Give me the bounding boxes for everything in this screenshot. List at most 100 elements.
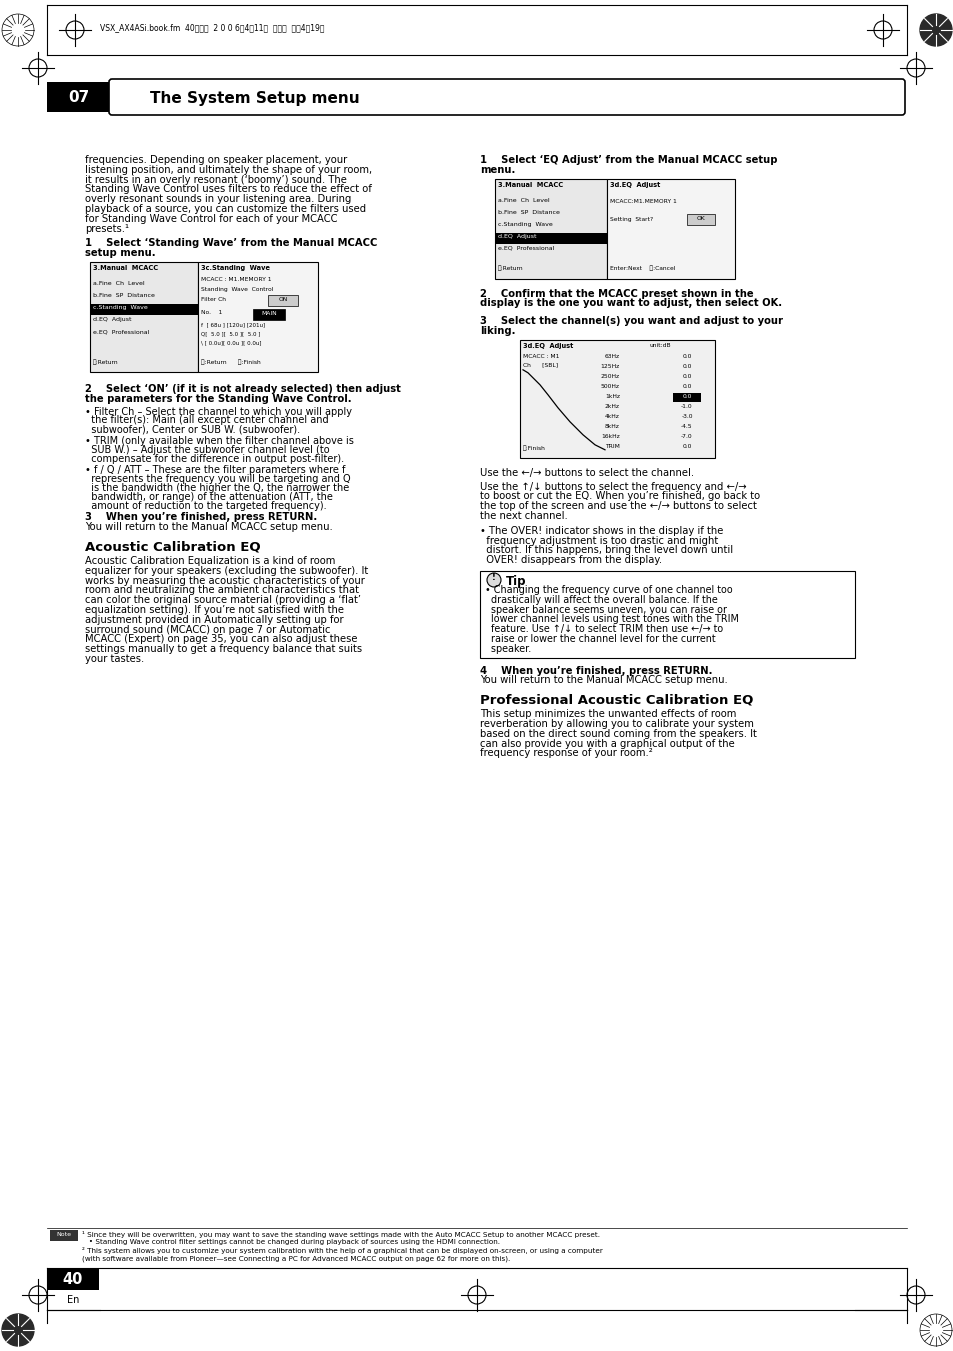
Text: ␓:Return: ␓:Return <box>497 266 523 272</box>
Text: b.Fine  SP  Distance: b.Fine SP Distance <box>92 293 154 299</box>
Text: Use the ↑/↓ buttons to select the frequency and ←/→: Use the ↑/↓ buttons to select the freque… <box>479 481 746 492</box>
Text: • The OVER! indicator shows in the display if the: • The OVER! indicator shows in the displ… <box>479 526 722 536</box>
Text: 3    Select the channel(s) you want and adjust to your: 3 Select the channel(s) you want and adj… <box>479 316 782 326</box>
Text: \ [ 0.0u][ 0.0u ][ 0.0u]: \ [ 0.0u][ 0.0u ][ 0.0u] <box>201 340 261 345</box>
Text: works by measuring the acoustic characteristics of your: works by measuring the acoustic characte… <box>85 576 364 586</box>
Text: En: En <box>67 1296 79 1305</box>
Text: 3.Manual  MCACC: 3.Manual MCACC <box>497 181 562 188</box>
Text: distort. If this happens, bring the level down until: distort. If this happens, bring the leve… <box>479 546 732 555</box>
Text: 2    Select ‘ON’ (if it is not already selected) then adjust: 2 Select ‘ON’ (if it is not already sele… <box>85 384 400 394</box>
Text: amount of reduction to the targeted frequency).: amount of reduction to the targeted freq… <box>85 501 326 511</box>
Text: 4kHz: 4kHz <box>604 413 619 419</box>
Text: the parameters for the Standing Wave Control.: the parameters for the Standing Wave Con… <box>85 393 352 404</box>
Text: Use the ←/→ buttons to select the channel.: Use the ←/→ buttons to select the channe… <box>479 467 694 478</box>
Text: • TRIM (only available when the filter channel above is: • TRIM (only available when the filter c… <box>85 436 354 446</box>
Bar <box>479 571 854 658</box>
Text: raise or lower the channel level for the current: raise or lower the channel level for the… <box>484 634 715 644</box>
Text: 1kHz: 1kHz <box>604 393 619 399</box>
Text: presets.¹: presets.¹ <box>85 224 129 234</box>
Text: Standing Wave Control uses filters to reduce the effect of: Standing Wave Control uses filters to re… <box>85 184 372 195</box>
Text: playback of a source, you can customize the filters used: playback of a source, you can customize … <box>85 204 366 213</box>
Text: can color the original source material (providing a ‘flat’: can color the original source material (… <box>85 596 360 605</box>
Text: overly resonant sounds in your listening area. During: overly resonant sounds in your listening… <box>85 195 351 204</box>
Text: lower channel levels using test tones with the TRIM: lower channel levels using test tones wi… <box>484 615 739 624</box>
Text: -4.5: -4.5 <box>680 424 692 428</box>
Text: 3d.EQ  Adjust: 3d.EQ Adjust <box>522 343 573 349</box>
Text: 1    Select ‘Standing Wave’ from the Manual MCACC: 1 Select ‘Standing Wave’ from the Manual… <box>85 238 377 249</box>
Text: SUB W.) – Adjust the subwoofer channel level (to: SUB W.) – Adjust the subwoofer channel l… <box>85 444 330 455</box>
Text: Filter Ch: Filter Ch <box>201 297 226 303</box>
Text: speaker balance seems uneven, you can raise or: speaker balance seems uneven, you can ra… <box>484 605 726 615</box>
Text: a.Fine  Ch  Level: a.Fine Ch Level <box>497 197 549 203</box>
Text: the top of the screen and use the ←/→ buttons to select: the top of the screen and use the ←/→ bu… <box>479 501 756 511</box>
Text: it results in an overly resonant (‘boomy’) sound. The: it results in an overly resonant (‘boomy… <box>85 174 347 185</box>
Text: 1    Select ‘EQ Adjust’ from the Manual MCACC setup: 1 Select ‘EQ Adjust’ from the Manual MCA… <box>479 155 777 165</box>
Text: MCACC : M1.MEMORY 1: MCACC : M1.MEMORY 1 <box>201 277 272 282</box>
Text: • Changing the frequency curve of one channel too: • Changing the frequency curve of one ch… <box>484 585 732 594</box>
Text: for Standing Wave Control for each of your MCACC: for Standing Wave Control for each of yo… <box>85 213 337 224</box>
Text: ¹ Since they will be overwritten, you may want to save the standing wave setting: ¹ Since they will be overwritten, you ma… <box>82 1231 599 1238</box>
Bar <box>47 82 112 112</box>
Text: 125Hz: 125Hz <box>600 363 619 369</box>
Text: 3c.Standing  Wave: 3c.Standing Wave <box>201 265 270 272</box>
Circle shape <box>2 1315 34 1346</box>
Text: subwoofer), Center or SUB W. (subwoofer).: subwoofer), Center or SUB W. (subwoofer)… <box>85 424 300 434</box>
Text: 0.0: 0.0 <box>681 374 691 378</box>
Text: TRIM: TRIM <box>604 443 619 449</box>
Text: !: ! <box>492 574 496 582</box>
Text: Ch      [SBL]: Ch [SBL] <box>522 363 558 367</box>
Text: Professional Acoustic Calibration EQ: Professional Acoustic Calibration EQ <box>479 693 753 707</box>
Text: frequency adjustment is too drastic and might: frequency adjustment is too drastic and … <box>479 535 718 546</box>
Text: MCACC (Expert) on page 35, you can also adjust these: MCACC (Expert) on page 35, you can also … <box>85 635 357 644</box>
Text: adjustment provided in Automatically setting up for: adjustment provided in Automatically set… <box>85 615 343 626</box>
Circle shape <box>486 573 500 586</box>
Text: 250Hz: 250Hz <box>600 374 619 378</box>
Text: equalization setting). If you’re not satisfied with the: equalization setting). If you’re not sat… <box>85 605 344 615</box>
Text: 8kHz: 8kHz <box>604 424 619 428</box>
Text: 3d.EQ  Adjust: 3d.EQ Adjust <box>609 181 659 188</box>
Text: 0.0: 0.0 <box>681 393 691 399</box>
Text: d.EQ  Adjust: d.EQ Adjust <box>92 317 132 322</box>
Bar <box>686 213 714 224</box>
Text: MCACC:M1.MEMORY 1: MCACC:M1.MEMORY 1 <box>609 199 677 204</box>
Text: Note: Note <box>56 1232 71 1238</box>
Text: VSX_AX4ASi.book.fm  40ページ  2 0 0 6年4月11日  火曜日  午後4時19分: VSX_AX4ASi.book.fm 40ページ 2 0 0 6年4月11日 火… <box>100 23 324 32</box>
Text: Acoustic Calibration EQ: Acoustic Calibration EQ <box>85 540 260 553</box>
Text: 3    When you’re finished, press RETURN.: 3 When you’re finished, press RETURN. <box>85 512 317 523</box>
Text: compensate for the difference in output post-filter).: compensate for the difference in output … <box>85 454 344 463</box>
Text: (with software available from Pioneer—see Connecting a PC for Advanced MCACC out: (with software available from Pioneer—se… <box>82 1255 510 1262</box>
Text: This setup minimizes the unwanted effects of room: This setup minimizes the unwanted effect… <box>479 709 736 719</box>
Text: setup menu.: setup menu. <box>85 249 155 258</box>
Text: e.EQ  Professional: e.EQ Professional <box>92 330 150 334</box>
Text: c.Standing  Wave: c.Standing Wave <box>497 222 552 227</box>
Text: OK: OK <box>696 216 704 220</box>
Text: • Standing Wave control filter settings cannot be changed during playback of sou: • Standing Wave control filter settings … <box>82 1239 499 1246</box>
Text: to boost or cut the EQ. When you’re finished, go back to: to boost or cut the EQ. When you’re fini… <box>479 492 760 501</box>
Text: 0.0: 0.0 <box>681 384 691 389</box>
Text: ² This system allows you to customize your system calibration with the help of a: ² This system allows you to customize yo… <box>82 1247 602 1254</box>
Text: No.    1: No. 1 <box>201 309 222 315</box>
Text: ␓:Finish: ␓:Finish <box>522 446 545 451</box>
Text: settings manually to get a frequency balance that suits: settings manually to get a frequency bal… <box>85 644 362 654</box>
Text: • Filter Ch – Select the channel to which you will apply: • Filter Ch – Select the channel to whic… <box>85 407 352 416</box>
Text: display is the one you want to adjust, then select OK.: display is the one you want to adjust, t… <box>479 299 781 308</box>
Text: Setting  Start?: Setting Start? <box>609 216 653 222</box>
Text: 63Hz: 63Hz <box>604 354 619 359</box>
Text: is the bandwidth (the higher the Q, the narrower the: is the bandwidth (the higher the Q, the … <box>85 484 349 493</box>
Text: can also provide you with a graphical output of the: can also provide you with a graphical ou… <box>479 739 734 748</box>
Bar <box>198 262 317 372</box>
Text: 0.0: 0.0 <box>681 443 691 449</box>
Text: Tip: Tip <box>505 576 526 588</box>
Text: ␓:Return      ␓:Finish: ␓:Return ␓:Finish <box>201 359 260 365</box>
Text: 0.0: 0.0 <box>681 354 691 359</box>
Text: menu.: menu. <box>479 165 515 174</box>
Text: d.EQ  Adjust: d.EQ Adjust <box>497 234 536 239</box>
Text: feature. Use ↑/↓ to select TRIM then use ←/→ to: feature. Use ↑/↓ to select TRIM then use… <box>484 624 722 634</box>
Bar <box>47 1269 99 1290</box>
Bar <box>495 178 606 278</box>
Bar <box>606 178 734 278</box>
Text: e.EQ  Professional: e.EQ Professional <box>497 246 554 250</box>
Bar <box>519 340 714 458</box>
Text: 16kHz: 16kHz <box>600 434 619 439</box>
Text: 4    When you’re finished, press RETURN.: 4 When you’re finished, press RETURN. <box>479 666 712 676</box>
